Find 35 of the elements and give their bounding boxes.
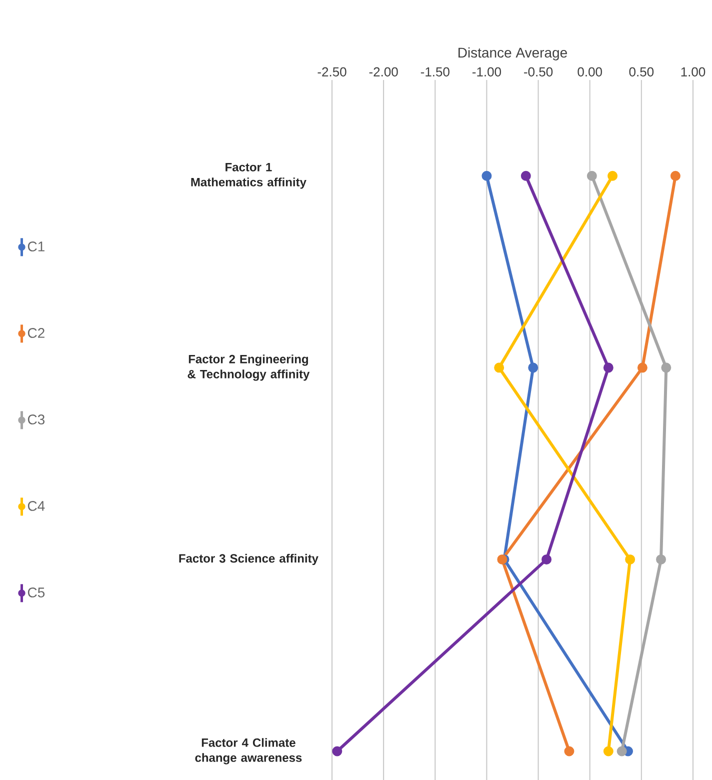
point: [637, 362, 648, 373]
point: [656, 554, 666, 564]
point: [603, 746, 614, 756]
x-tick-label: -0.50: [524, 67, 553, 76]
y-tick-label: Factor 4 Climate change awareness: [195, 738, 302, 764]
y-tick-label: Factor 2 Engineering & Technology affinity: [188, 354, 310, 381]
x-tick-label: -2.50: [318, 67, 346, 76]
x-axis-title: Distance Average: [458, 47, 567, 60]
x-tick-label: 0.50: [629, 67, 654, 76]
point: [586, 170, 597, 181]
point: [616, 746, 627, 756]
point: [494, 362, 504, 373]
x-tick-label: 0.00: [578, 67, 602, 76]
point: [661, 362, 672, 373]
point: [608, 170, 618, 181]
x-tick-label: 1.00: [681, 67, 706, 76]
legend-label: C2: [28, 328, 44, 338]
y-tick-label: Factor 1 Mathematics affinity: [191, 163, 306, 189]
point: [603, 362, 614, 373]
legend-label: C3: [28, 414, 45, 424]
x-tick-label: -1.50: [420, 67, 450, 76]
point: [564, 746, 574, 756]
point: [482, 170, 492, 181]
point: [670, 170, 680, 181]
point: [542, 554, 552, 564]
legend-label: C5: [28, 587, 45, 598]
legend-label: C1: [28, 242, 44, 252]
point: [625, 554, 636, 564]
point: [528, 362, 538, 373]
point: [332, 746, 342, 756]
legend-label: C4: [28, 501, 45, 511]
point: [520, 170, 531, 181]
x-tick-label: -1.00: [472, 67, 502, 76]
x-tick-label: -2.00: [369, 67, 398, 76]
y-tick-label: Factor 3 Science affinity: [179, 554, 318, 566]
